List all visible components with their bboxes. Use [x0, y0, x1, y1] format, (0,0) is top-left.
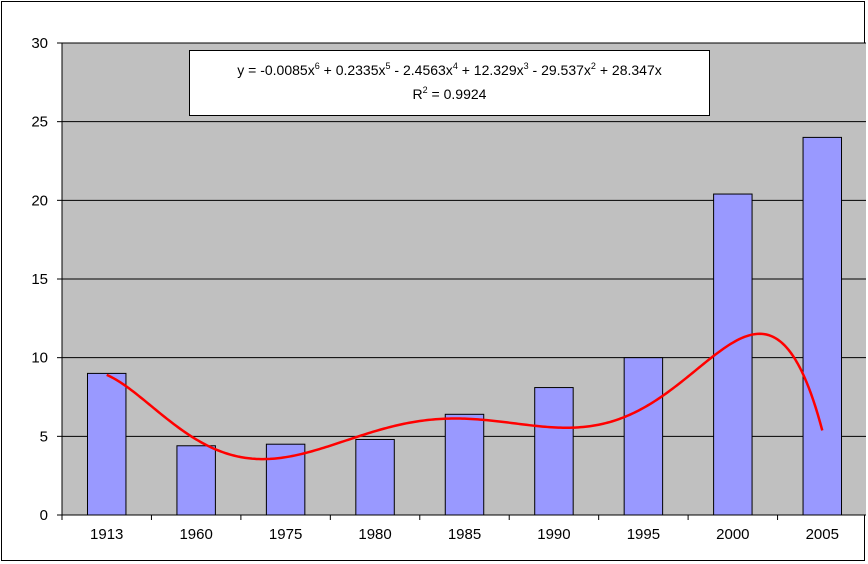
- y-tick-label: 20: [31, 192, 48, 209]
- equation-term-power: 5: [385, 61, 391, 71]
- x-tick-label: 1990: [537, 526, 570, 543]
- bar: [444, 413, 485, 516]
- trendline-equation: y = -0.0085x6 + 0.2335x5 - 2.4563x4 + 12…: [190, 58, 709, 82]
- r-squared: R2 = 0.9924: [190, 82, 709, 106]
- axes: [57, 42, 866, 520]
- x-tick-labels: 1913 1960 1975 1980 1985 1990 1995 2000 2005: [90, 526, 839, 543]
- y-tick-label: 5: [40, 428, 48, 445]
- equation-term: 29.537x: [541, 62, 591, 78]
- trend-line: [106, 332, 824, 461]
- bar: [713, 193, 753, 516]
- x-tick-label: 1975: [269, 526, 302, 543]
- y-tick-label: 15: [31, 271, 48, 288]
- equation-term: 12.329x: [473, 62, 524, 78]
- bar: [534, 387, 574, 516]
- y-tick-label: 0: [40, 507, 48, 524]
- equation-joiner: +: [319, 62, 336, 78]
- x-tick-label: 1985: [448, 526, 481, 543]
- r-squared-value: = 0.9924: [427, 86, 487, 102]
- equation-term: 2.4563x: [402, 62, 453, 78]
- y-tick-labels: 0 5 10 15 20 25 30: [31, 35, 48, 524]
- equation-term-power: 6: [314, 61, 320, 71]
- x-tick-label: 1913: [90, 526, 123, 543]
- y-tick-label: 25: [31, 114, 48, 131]
- x-tick-label: 1995: [627, 526, 660, 543]
- x-tick-label: 2005: [806, 526, 839, 543]
- bar: [623, 357, 664, 516]
- r-squared-prefix: R: [412, 86, 423, 102]
- equation-joiner: -: [528, 62, 542, 78]
- bar: [176, 445, 216, 516]
- equation-prefix: y =: [237, 62, 261, 78]
- equation-term: 0.2335x: [335, 62, 386, 78]
- equation-joiner: +: [457, 62, 474, 78]
- equation-terms: -0.0085x6 + 0.2335x5 - 2.4563x4 + 12.329…: [260, 61, 662, 79]
- equation-term-power: 2: [590, 61, 596, 71]
- x-tick-label: 2000: [716, 526, 749, 543]
- y-tick-label: 10: [31, 350, 48, 367]
- equation-term-power: 3: [523, 61, 529, 71]
- equation-term: -0.0085x: [260, 62, 315, 78]
- equation-joiner: -: [390, 62, 403, 78]
- bar: [86, 372, 127, 516]
- bar: [355, 438, 395, 516]
- x-tick-label: 1960: [179, 526, 212, 543]
- equation-joiner: +: [595, 62, 612, 78]
- x-tick-label: 1980: [358, 526, 391, 543]
- y-tick-label: 30: [31, 35, 48, 52]
- trendline-equation-box: y = -0.0085x6 + 0.2335x5 - 2.4563x4 + 12…: [189, 50, 710, 116]
- equation-term: 28.347x: [611, 62, 662, 78]
- equation-term-power: 4: [452, 61, 458, 71]
- grid-lines: [62, 42, 866, 437]
- r-squared-power: 2: [422, 85, 428, 95]
- bars: [86, 136, 843, 516]
- bar: [802, 136, 843, 516]
